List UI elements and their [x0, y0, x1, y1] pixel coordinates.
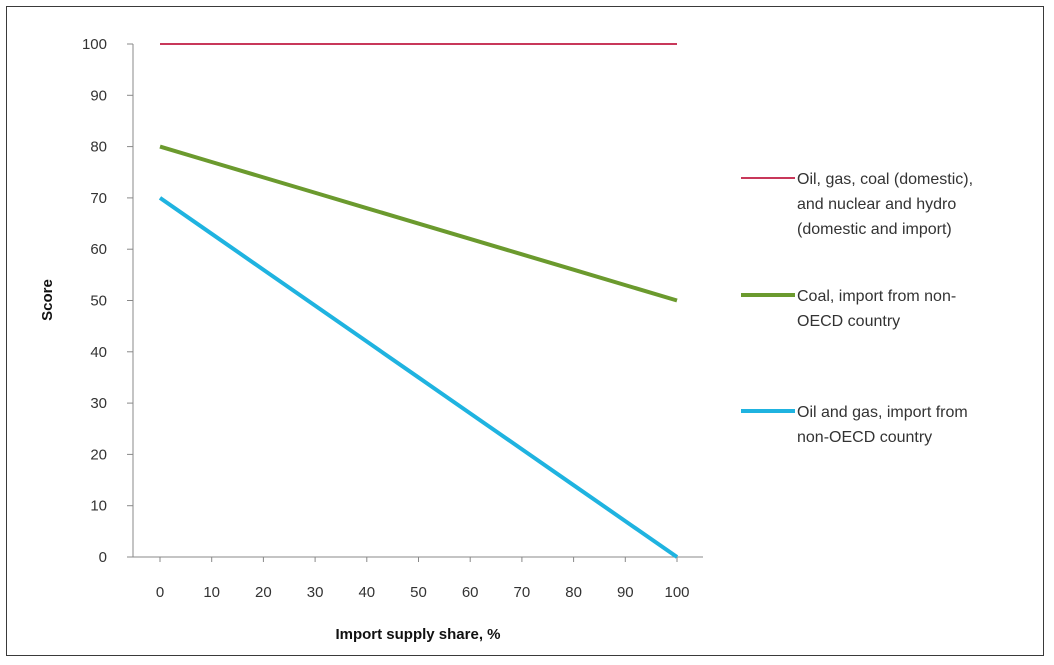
y-tick-label: 20: [90, 446, 107, 463]
legend: Oil, gas, coal (domestic), and nuclear an…: [741, 171, 973, 446]
y-tick-label: 10: [90, 498, 107, 515]
y-tick-label: 40: [90, 344, 107, 361]
x-tick-label: 70: [514, 584, 531, 601]
x-tick-label: 60: [462, 584, 479, 601]
x-tick-label: 100: [664, 584, 689, 601]
y-tick-label: 60: [90, 241, 107, 258]
y-tick-label: 70: [90, 190, 107, 207]
x-axis: 0 10 20 30 40 50 60 70 80 90 100: [133, 556, 703, 601]
chart-frame: [6, 6, 1044, 656]
y-tick-label: 100: [82, 36, 107, 53]
legend-entry-3: Oil and gas, import from non-OECD country: [797, 404, 968, 446]
x-tick-label: 50: [410, 584, 427, 601]
x-tick-label: 10: [203, 584, 220, 601]
y-axis: 0 10 20 30 40 50 60 70 80 90 100: [82, 36, 134, 566]
x-tick-label: 80: [565, 584, 582, 601]
x-tick-label: 0: [156, 584, 164, 601]
x-tick-label: 90: [617, 584, 634, 601]
x-tick-label: 40: [358, 584, 375, 601]
y-axis-title: Score: [39, 279, 56, 321]
x-tick-label: 20: [255, 584, 272, 601]
y-tick-label: 90: [90, 87, 107, 104]
y-tick-label: 80: [90, 139, 107, 156]
y-tick-label: 0: [99, 549, 107, 566]
series-layer: [158, 43, 679, 559]
legend-entry-1: Oil, gas, coal (domestic), and nuclear an…: [797, 171, 973, 238]
series-line-3: [158, 196, 679, 559]
x-axis-title: Import supply share, %: [335, 626, 500, 643]
series-line-2: [159, 144, 678, 303]
y-tick-label: 30: [90, 395, 107, 412]
y-tick-label: 50: [90, 293, 107, 310]
legend-entry-2: Coal, import from non-OECD country: [797, 288, 956, 330]
x-tick-label: 30: [307, 584, 324, 601]
